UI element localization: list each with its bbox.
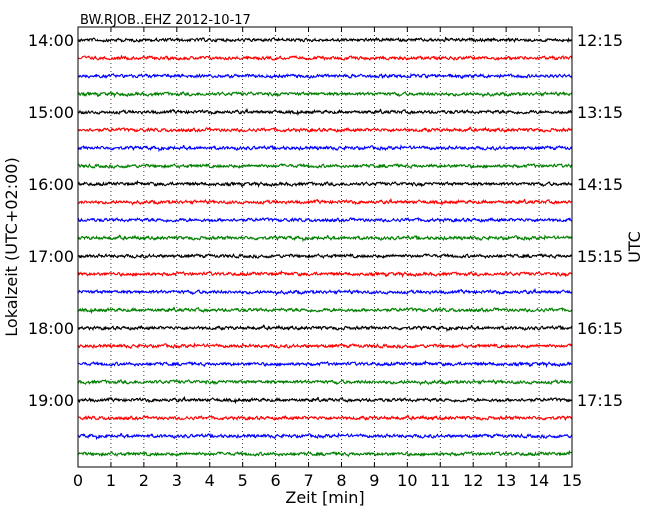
x-tick-label-3: 3 — [172, 471, 182, 490]
left-axis-ticks: 14:00 15:00 16:00 17:00 18:00 19:00 — [28, 31, 83, 410]
trace-16 — [77, 306, 573, 315]
right-tick-label-3: 15:15 — [577, 247, 623, 266]
x-tick-label-9: 9 — [369, 471, 379, 490]
left-tick-label-5: 19:00 — [28, 391, 74, 410]
right-axis-ticks: 12:15 13:15 14:15 15:15 16:15 17:15 — [567, 31, 623, 410]
trace-7 — [77, 144, 573, 153]
left-tick-label-4: 18:00 — [28, 319, 74, 338]
trace-5 — [77, 107, 573, 117]
x-axis-ticks: 0 1 2 3 4 5 6 7 8 9 10 11 12 13 14 15 — [73, 27, 582, 490]
trace-2 — [77, 54, 573, 61]
trace-15 — [77, 287, 573, 296]
x-tick-label-2: 2 — [139, 471, 149, 490]
trace-10 — [77, 197, 573, 207]
trace-17 — [77, 324, 573, 333]
right-tick-label-4: 16:15 — [577, 319, 623, 338]
seismic-traces — [77, 36, 573, 458]
trace-12 — [77, 234, 573, 243]
right-axis-label: UTC — [625, 231, 644, 263]
left-tick-label-0: 14:00 — [28, 31, 74, 50]
trace-20 — [77, 378, 573, 386]
right-tick-label-0: 12:15 — [577, 31, 623, 50]
left-axis-label: Lokalzeit (UTC+02:00) — [2, 157, 21, 336]
trace-23 — [77, 432, 573, 441]
trace-1 — [77, 36, 573, 43]
right-tick-label-2: 14:15 — [577, 175, 623, 194]
x-tick-label-4: 4 — [205, 471, 215, 490]
x-tick-label-7: 7 — [303, 471, 313, 490]
trace-8 — [77, 162, 573, 170]
x-tick-label-12: 12 — [463, 471, 483, 490]
trace-22 — [77, 414, 573, 421]
trace-18 — [77, 342, 573, 349]
x-tick-label-11: 11 — [430, 471, 450, 490]
x-tick-label-0: 0 — [73, 471, 83, 490]
trace-21 — [77, 395, 573, 405]
x-tick-label-8: 8 — [336, 471, 346, 490]
right-tick-label-5: 17:15 — [577, 391, 623, 410]
trace-14 — [77, 269, 573, 279]
x-tick-label-10: 10 — [397, 471, 417, 490]
trace-4 — [77, 90, 573, 99]
trace-24 — [78, 449, 573, 458]
trace-9 — [77, 179, 573, 189]
chart-title: BW.RJOB..EHZ 2012-10-17 — [80, 13, 251, 28]
trace-6 — [77, 126, 573, 133]
x-axis-label: Zeit [min] — [285, 488, 364, 507]
x-tick-label-1: 1 — [106, 471, 116, 490]
trace-3 — [77, 72, 573, 80]
left-tick-label-2: 16:00 — [28, 175, 74, 194]
trace-13 — [77, 253, 573, 260]
trace-11 — [77, 216, 573, 223]
x-tick-label-14: 14 — [529, 471, 549, 490]
x-tick-label-5: 5 — [238, 471, 248, 490]
right-tick-label-1: 13:15 — [577, 103, 623, 122]
grid-lines — [110, 27, 540, 467]
plot-frame — [77, 26, 573, 468]
left-tick-label-1: 15:00 — [28, 103, 74, 122]
x-tick-label-13: 13 — [496, 471, 516, 490]
x-tick-label-15: 15 — [562, 471, 582, 490]
x-tick-label-6: 6 — [271, 471, 281, 490]
trace-19 — [77, 359, 573, 369]
left-tick-label-3: 17:00 — [28, 247, 74, 266]
